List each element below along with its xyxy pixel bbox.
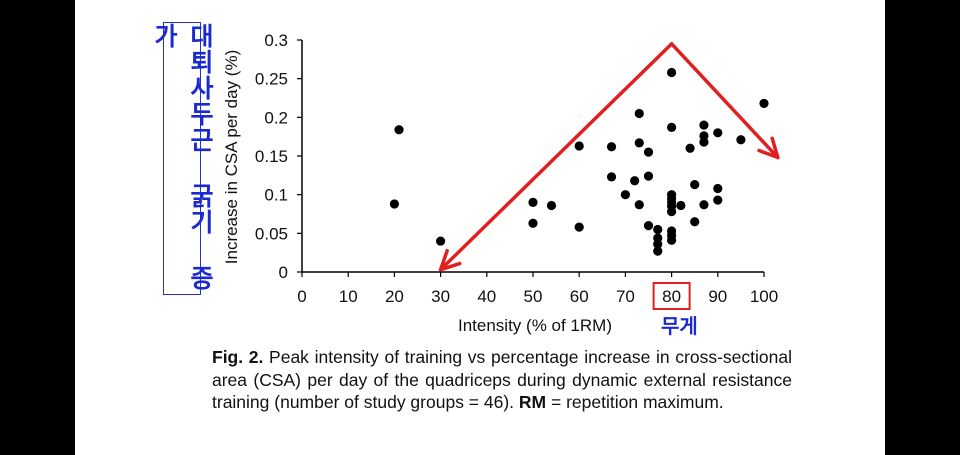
data-point: [634, 200, 644, 210]
data-point: [653, 239, 663, 249]
tick-labels: 0 10 20 30 40 50 60 70 80 90 100 0 0.05 0.1 0.15 0.2 0.2…: [255, 31, 778, 306]
data-point: [685, 143, 695, 153]
data-point: [643, 171, 654, 181]
data-point: [436, 236, 446, 246]
data-point: [389, 199, 399, 209]
data-point: [643, 221, 654, 231]
data-point: [759, 98, 769, 109]
caption-label: Fig. 2.: [212, 347, 264, 367]
highlight-box-80: [652, 282, 691, 310]
x-tick-label: 90: [708, 287, 727, 306]
data-point: [653, 246, 663, 256]
data-point: [394, 125, 404, 135]
data-point: [546, 200, 557, 211]
x-tick-label: 70: [616, 287, 635, 306]
arrow-left-head: [438, 248, 462, 272]
data-point: [643, 147, 654, 157]
data-point: [667, 207, 677, 217]
data-point: [713, 183, 723, 194]
data-point: [634, 108, 644, 119]
caption-rm-label: RM: [518, 392, 547, 412]
x-tick-label: 0: [297, 287, 306, 306]
data-point: [667, 67, 677, 78]
y-tick-label: 0.15: [255, 147, 288, 166]
data-point: [620, 190, 631, 200]
data-point: [574, 141, 584, 151]
data-point: [676, 200, 686, 211]
annotation-arrows: [438, 42, 780, 310]
x-tick-label: 50: [524, 287, 543, 306]
x-tick-label: 40: [477, 287, 496, 306]
data-point: [574, 222, 584, 232]
data-point: [713, 128, 723, 138]
x-tick-label: 60: [570, 287, 589, 306]
data-point: [667, 122, 677, 132]
data-point: [606, 142, 617, 152]
y-tick-label: 0.1: [264, 186, 288, 205]
data-point: [667, 235, 677, 245]
caption-text: Peak intensity of training vs percentage…: [212, 347, 792, 412]
arrow-right-line: [669, 42, 780, 160]
axes: [297, 39, 765, 277]
data-point: [528, 218, 538, 228]
arrow-right-head: [757, 136, 780, 160]
data-point: [736, 135, 746, 145]
y-tick-label: 0.05: [255, 224, 288, 243]
arrow-left-line: [438, 42, 674, 272]
data-point: [606, 172, 617, 182]
x-tick-label: 100: [750, 287, 778, 306]
data-point: [653, 224, 663, 235]
x-tick-label: 80: [662, 287, 681, 306]
data-point: [713, 195, 723, 205]
y-tick-label: 0.2: [264, 108, 288, 127]
data-point: [528, 197, 538, 207]
korean-x-axis-label: 무게: [661, 314, 698, 338]
x-tick-label: 10: [339, 287, 358, 306]
data-point: [699, 120, 709, 130]
y-tick-label: 0.25: [255, 70, 288, 89]
data-point: [699, 200, 709, 210]
data-point: [630, 176, 640, 186]
data-point: [699, 137, 709, 147]
data-point: [690, 217, 700, 227]
x-axis-label: Intensity (% of 1RM): [458, 316, 612, 335]
slide-background: [75, 0, 885, 455]
y-tick-label: 0.3: [264, 31, 288, 50]
data-point: [690, 180, 700, 190]
x-tick-label: 30: [431, 287, 450, 306]
data-points: [389, 67, 769, 256]
caption-text-end: = repetition maximum.: [551, 392, 724, 412]
y-axis-label: Increase in CSA per day (%): [222, 50, 241, 264]
y-tick-label: 0: [279, 263, 288, 282]
x-tick-label: 20: [385, 287, 404, 306]
figure-caption: Fig. 2. Peak intensity of training vs pe…: [212, 346, 792, 414]
data-point: [634, 138, 644, 148]
